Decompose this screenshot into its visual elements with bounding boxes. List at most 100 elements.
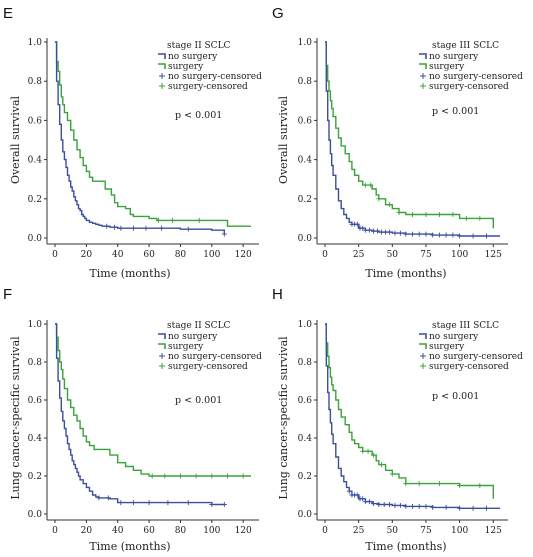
x-tick-label: 120: [235, 526, 252, 536]
x-tick-label: 100: [203, 526, 220, 536]
x-axis-label: Time (months): [89, 267, 170, 280]
censor-mark: [423, 211, 429, 217]
x-tick-label: 0: [322, 250, 328, 260]
x-tick-label: 25: [353, 526, 365, 536]
y-axis-label: Overall survival: [9, 95, 22, 184]
censor-mark: [376, 502, 382, 507]
panel-e: E stage II SCLC p < 0.001 Time (months) …: [3, 5, 262, 280]
censor-mark: [360, 496, 366, 502]
censor-mark: [397, 230, 403, 236]
censor-mark: [436, 481, 442, 487]
y-tick-label: 0.6: [298, 116, 313, 126]
y-tick-label: 0.2: [298, 472, 312, 482]
x-axis-label: Time (months): [365, 540, 446, 553]
x-tick-label: 50: [387, 250, 399, 260]
legend-entry: surgery-censored: [168, 362, 248, 372]
censor-mark: [403, 231, 409, 237]
y-tick-label: 0.2: [28, 472, 42, 482]
legend-entry: no surgery: [168, 332, 218, 342]
censor-mark: [196, 217, 202, 223]
censor-mark: [354, 492, 360, 498]
censor-mark: [410, 503, 415, 509]
censor-mark: [159, 225, 165, 231]
censor-mark: [389, 471, 395, 477]
censor-mark: [130, 500, 136, 506]
censor-mark: [370, 452, 376, 458]
legend-line-swatch: [419, 63, 427, 69]
x-tick-label: 60: [143, 250, 155, 260]
censor-mark: [224, 473, 230, 479]
censor-mark: [387, 229, 393, 235]
y-tick-label: 0.0: [298, 510, 313, 520]
legend-entry: surgery: [168, 62, 204, 72]
censor-mark: [457, 505, 463, 511]
censor-mark: [130, 225, 136, 231]
y-tick-label: 0.6: [28, 116, 43, 126]
x-tick-label: 20: [81, 250, 93, 260]
panel-label: E: [3, 5, 13, 22]
censor-mark: [430, 232, 436, 238]
x-tick-label: 50: [387, 526, 399, 536]
legend-entry: no surgery: [429, 332, 479, 342]
censor-mark: [436, 211, 442, 217]
y-tick-label: 0.2: [28, 195, 42, 205]
censor-mark: [162, 473, 168, 479]
censor-mark: [370, 501, 376, 507]
censor-mark: [193, 473, 199, 479]
panel-g: G stage III SCLC p < 0.001 Time (months)…: [272, 5, 523, 280]
x-tick-label: 120: [235, 250, 252, 260]
censor-mark: [430, 504, 436, 510]
censor-mark: [165, 500, 171, 506]
panel-label: F: [3, 286, 12, 303]
censor-mark: [396, 210, 402, 216]
legend-censor-swatch: [159, 73, 165, 79]
censor-mark: [104, 223, 110, 229]
y-tick-label: 0.0: [28, 234, 43, 244]
y-tick-label: 0.8: [28, 358, 43, 368]
legend-entry: surgery-censored: [429, 82, 509, 92]
censor-mark: [436, 232, 442, 238]
x-tick-label: 0: [52, 526, 58, 536]
x-axis-label: Time (months): [365, 267, 446, 280]
censor-mark: [155, 217, 161, 223]
censor-mark: [177, 473, 183, 479]
censor-mark: [209, 502, 215, 507]
censor-mark: [443, 232, 449, 238]
censor-mark: [365, 448, 371, 454]
legend-censor-swatch: [420, 83, 426, 89]
panel-h: H stage III SCLC p < 0.001 Time (months)…: [272, 286, 523, 553]
censor-mark: [416, 231, 422, 237]
legend-entry: no surgery-censored: [429, 352, 523, 362]
censor-mark: [463, 215, 469, 221]
legend-censor-swatch: [420, 363, 426, 369]
legend-line-swatch: [419, 343, 427, 349]
legend-censor-swatch: [159, 353, 165, 359]
censor-mark: [470, 505, 476, 511]
censor-mark: [221, 502, 227, 507]
x-tick-label: 100: [451, 250, 468, 260]
y-tick-label: 1.0: [298, 38, 313, 48]
censor-mark: [423, 231, 429, 237]
censor-mark: [170, 217, 176, 223]
legend-entry: surgery: [429, 62, 465, 72]
censor-mark: [149, 473, 155, 479]
x-tick-label: 125: [485, 526, 502, 536]
legend-entry: no surgery: [429, 52, 479, 62]
censor-mark: [118, 500, 124, 506]
legend-line-swatch: [158, 343, 166, 349]
panel-label: G: [272, 5, 284, 22]
censor-mark: [376, 196, 382, 202]
panel-f: F stage II SCLC p < 0.001 Time (months) …: [3, 286, 262, 553]
censor-mark: [457, 233, 463, 239]
y-tick-label: 1.0: [298, 320, 313, 330]
censor-mark: [410, 231, 415, 237]
x-tick-label: 0: [52, 250, 58, 260]
legend-censor-swatch: [159, 363, 165, 369]
censor-mark: [484, 233, 490, 239]
censor-mark: [423, 503, 429, 509]
y-tick-label: 0.4: [298, 156, 313, 166]
x-axis-label: Time (months): [89, 540, 170, 553]
y-tick-label: 1.0: [28, 38, 43, 48]
censor-mark: [105, 495, 111, 501]
